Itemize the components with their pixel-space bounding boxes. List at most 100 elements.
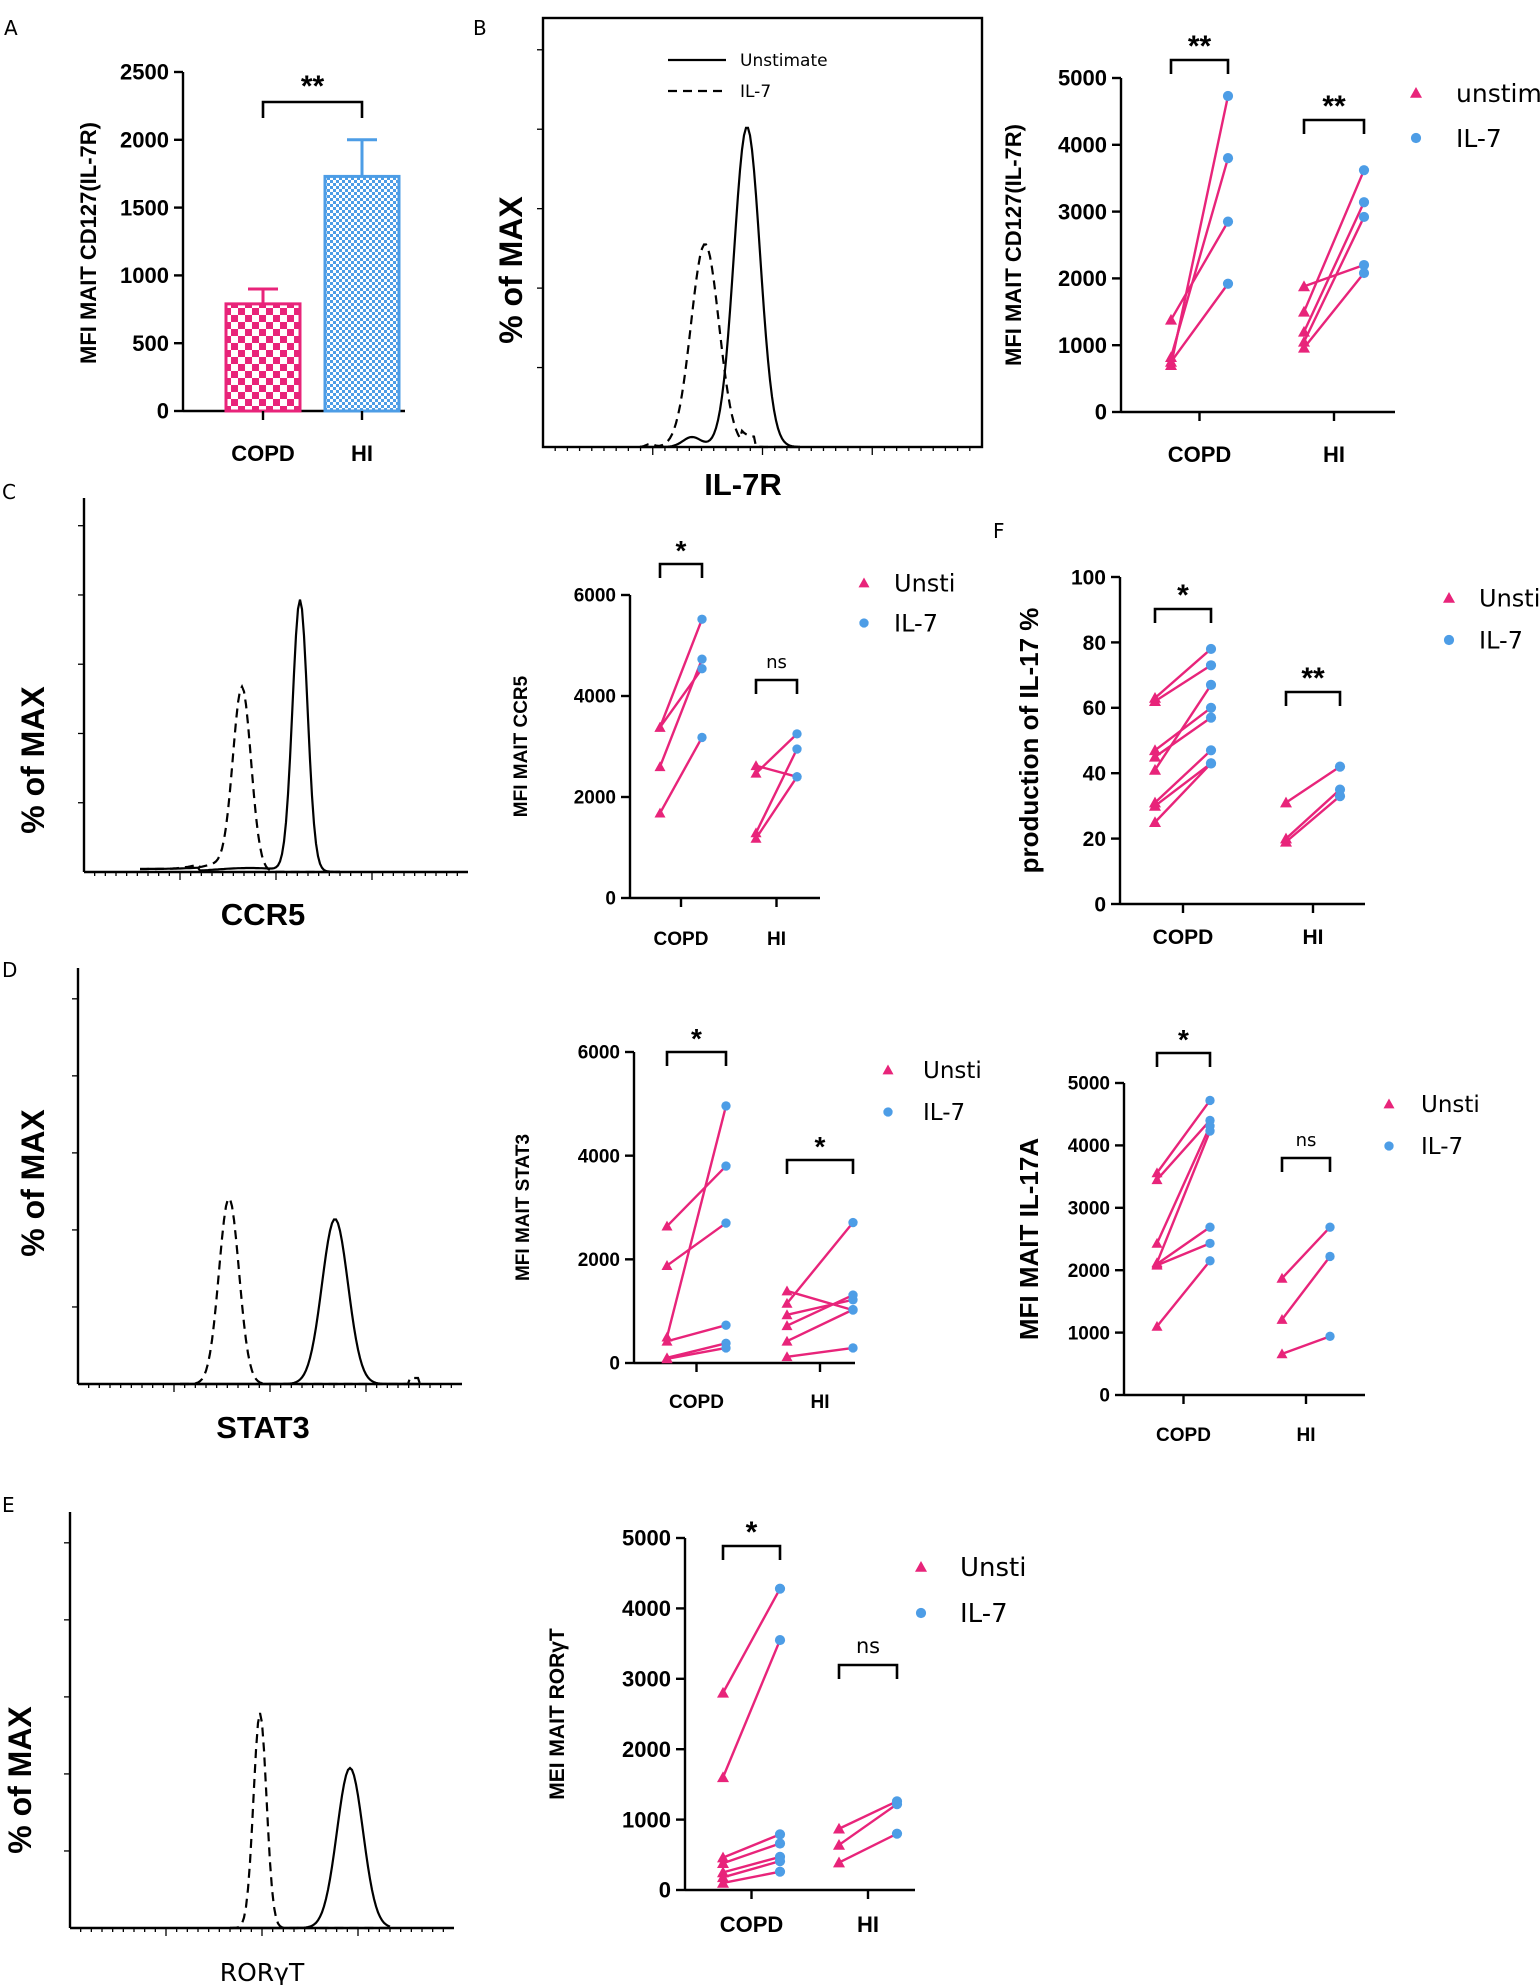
panel-D: 0 2000 4000 6000 MFI MAIT STAT3 COPD * HI * Unsti…	[513, 1023, 982, 1413]
D-COPD-pair-line-4	[666, 1342, 727, 1359]
F-COPD-unstim-point-7	[1149, 816, 1161, 828]
D-y-tick-label-1: 2000	[578, 1250, 620, 1271]
E-COPD-il7-point-1	[774, 1634, 786, 1646]
D-COPD-pair-line-5	[666, 1346, 727, 1361]
D2-COPD-unstim-point-0	[1151, 1167, 1163, 1178]
D2-HI-significance-label: ns	[1296, 1130, 1317, 1151]
E-legend-unstim-marker	[915, 1561, 927, 1572]
B-COPD-pair-line-3	[1170, 283, 1229, 363]
D-hist-y-label: % of MAX	[15, 1109, 51, 1257]
panel-letter-B: B	[473, 16, 487, 40]
C-COPD-pair-line-3	[658, 736, 704, 814]
D-legend-unstim-label: Unsti	[923, 1058, 982, 1084]
C-COPD-significance-label: *	[676, 535, 687, 566]
E-COPD-unstim-point-0	[717, 1686, 729, 1698]
D2-COPD-unstim-point-6	[1151, 1320, 1163, 1331]
E-HI-significance-bracket	[837, 1663, 899, 1679]
B-HI-significance-bracket	[1302, 118, 1366, 134]
B-HI-il7-point-0	[1358, 259, 1370, 271]
A-y-tick-label-4: 2000	[120, 128, 169, 153]
C-y-tick-label-1: 2000	[574, 788, 616, 809]
F-y-tick-label-3: 60	[1083, 697, 1106, 720]
panel-B: 0 1000 2000 3000 4000 5000 MFI MAIT CD127(IL-7…	[1001, 30, 1540, 467]
F-x-tick-label-HI: HI	[1303, 926, 1324, 949]
D-COPD-significance-bracket	[665, 1050, 728, 1066]
F-COPD-pair-line-5	[1154, 749, 1212, 804]
F-COPD-significance-label: *	[1177, 579, 1189, 612]
D2-COPD-unstim-point-1	[1151, 1174, 1163, 1185]
D2-HI-pair-line-0	[1281, 1226, 1331, 1280]
C-HI-unstim-point-3	[750, 832, 762, 843]
E-x-tick-label-HI: HI	[857, 1912, 879, 1937]
D-HI-il7-point-4	[848, 1304, 858, 1315]
D2-y-tick-label-0: 0	[1099, 1386, 1110, 1407]
F-COPD-il7-point-2	[1205, 702, 1217, 713]
A-y-tick-label-3: 1500	[120, 195, 169, 220]
D-y-tick-label-3: 6000	[578, 1043, 620, 1064]
D2-y-tick-label-5: 5000	[1068, 1074, 1110, 1095]
F-HI-pair-line-0	[1285, 765, 1341, 804]
D2-legend-unstim-label: Unsti	[1421, 1092, 1480, 1118]
B-legend-unstim-label: unstim	[1456, 79, 1540, 108]
C-y-tick-label-0: 0	[605, 889, 616, 910]
F-COPD-pair-line-3	[1154, 716, 1212, 758]
panel-F: 0 20 40 60 80 100 production of IL-17 % COPD * HI…	[1014, 566, 1540, 949]
B-COPD-il7-point-1	[1222, 153, 1234, 164]
D-hist-il7-histogram	[180, 1197, 422, 1386]
F-COPD-il7-point-3	[1205, 712, 1217, 723]
panel-letter-A: A	[4, 16, 18, 40]
C-HI-unstim-point-2	[750, 827, 762, 838]
E-y-tick-label-4: 4000	[622, 1596, 671, 1621]
E-y-tick-label-1: 1000	[622, 1807, 671, 1832]
C-HI-pair-line-3	[755, 776, 798, 840]
E-COPD-il7-point-6	[774, 1866, 786, 1877]
B-x-tick-label-COPD: COPD	[1168, 442, 1232, 467]
B-HI-il7-point-2	[1358, 197, 1370, 208]
F-COPD-unstim-point-6	[1149, 799, 1161, 811]
F-y-tick-label-0: 0	[1094, 893, 1106, 916]
E-HI-il7-point-1	[891, 1799, 903, 1810]
C-COPD-il7-point-1	[697, 664, 707, 674]
D2-HI-pair-line-1	[1281, 1255, 1331, 1321]
D2-HI-il7-point-1	[1325, 1251, 1335, 1262]
C-x-tick-label-HI: HI	[767, 929, 786, 950]
B-HI-pair-line-4	[1303, 272, 1365, 349]
F-HI-unstim-point-0	[1280, 796, 1292, 808]
E-COPD-significance-label: *	[746, 1516, 758, 1549]
E-COPD-unstim-point-2	[717, 1851, 729, 1863]
C-COPD-il7-point-2	[697, 654, 707, 664]
F-HI-il7-point-0	[1334, 761, 1346, 772]
D2-x-tick-label-COPD: COPD	[1156, 1425, 1211, 1446]
F-COPD-il7-point-4	[1205, 679, 1217, 691]
E-COPD-unstim-point-5	[717, 1871, 729, 1883]
B-hist-x-label: IL-7R	[704, 467, 782, 502]
D-COPD-pair-line-1	[666, 1222, 727, 1267]
C-HI-unstim-point-0	[750, 760, 762, 771]
D2-y-tick-label-4: 4000	[1068, 1136, 1110, 1157]
E-COPD-pair-line-4	[722, 1855, 781, 1874]
B-HI-unstim-point-0	[1298, 280, 1310, 292]
D2-COPD-pair-line-4	[1156, 1226, 1211, 1265]
B-hist-il7-histogram	[639, 243, 800, 449]
F-COPD-pair-line-7	[1154, 762, 1212, 824]
D-x-tick-label-COPD: COPD	[669, 1392, 724, 1413]
D-HI-pair-line-1	[786, 1221, 854, 1305]
panel-B-hist: IL-7R % of MAX Unstimate IL-7	[493, 16, 984, 502]
A-significance-bracket	[261, 100, 364, 118]
F-HI-pair-line-2	[1285, 795, 1341, 843]
D-COPD-unstim-point-1	[661, 1260, 673, 1270]
C-HI-significance-label: ns	[766, 652, 787, 673]
E-y-tick-label-5: 5000	[622, 1526, 671, 1551]
D-COPD-il7-point-1	[721, 1218, 731, 1228]
D-y-tick-label-2: 4000	[578, 1146, 620, 1167]
D-HI-il7-point-5	[848, 1343, 858, 1353]
C-legend-unstim-label: Unsti	[894, 569, 955, 597]
F-COPD-pair-line-1	[1154, 664, 1212, 703]
B-COPD-significance-label: **	[1188, 30, 1212, 63]
D-legend-il7-label: IL-7	[923, 1100, 965, 1126]
D-hist-unstim-histogram	[180, 1218, 420, 1386]
B-COPD-il7-point-2	[1222, 216, 1234, 227]
B-COPD-il7-point-3	[1222, 278, 1234, 289]
B-hist-unstim-histogram	[640, 126, 800, 449]
panel-letter-F: F	[993, 519, 1005, 543]
